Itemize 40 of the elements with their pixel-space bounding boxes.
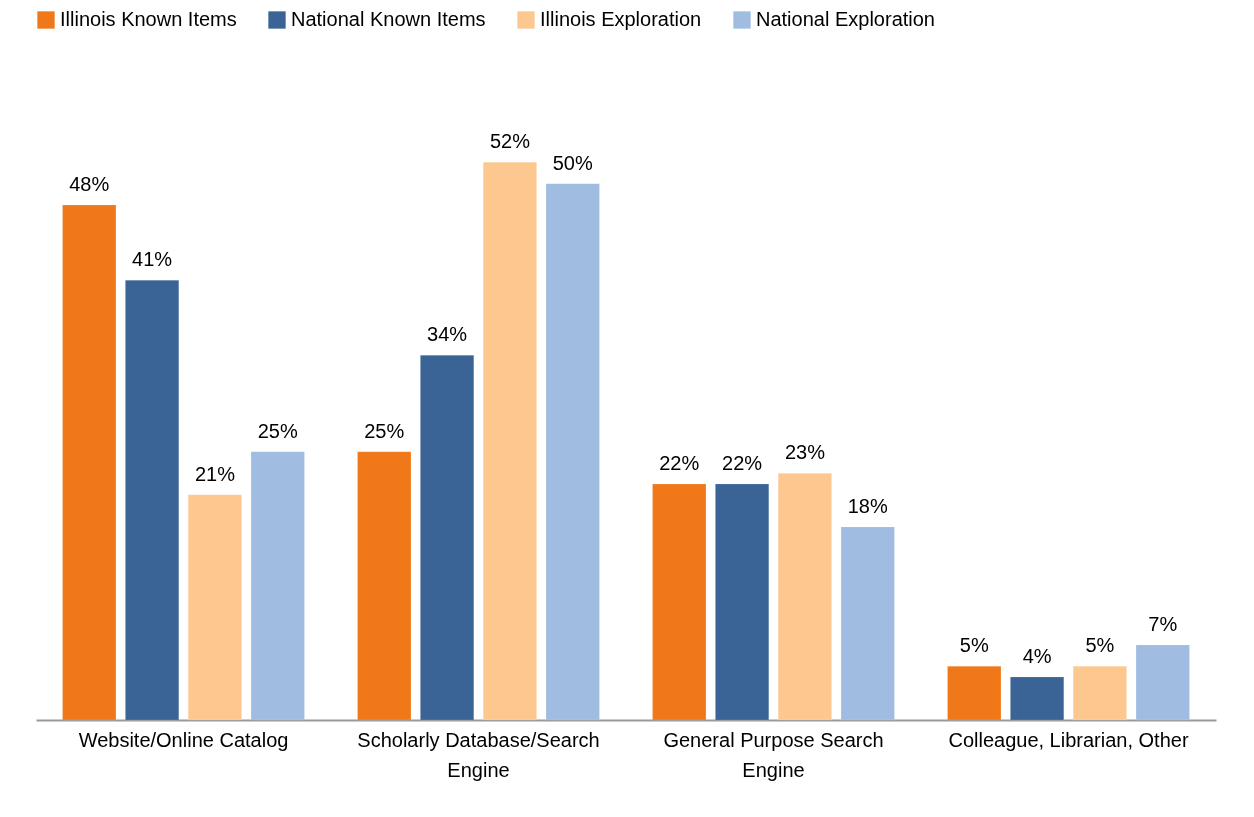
data-label: 5% bbox=[1085, 634, 1115, 657]
bar bbox=[714, 483, 770, 721]
bar bbox=[947, 665, 1002, 721]
legend-label: National Known Items bbox=[291, 8, 486, 30]
legend-label: Illinois Exploration bbox=[540, 8, 702, 30]
bar bbox=[1009, 676, 1065, 721]
data-label: 50% bbox=[552, 151, 593, 174]
data-label: 5% bbox=[959, 634, 989, 657]
bar bbox=[482, 161, 538, 721]
bar bbox=[777, 472, 833, 721]
x-tick-label: General Purpose Search Engine bbox=[663, 728, 884, 781]
bar bbox=[545, 183, 600, 721]
bar bbox=[250, 451, 305, 721]
data-label: 34% bbox=[427, 323, 468, 346]
bar bbox=[1072, 665, 1128, 721]
data-label: 23% bbox=[784, 441, 826, 464]
data-label: 7% bbox=[1148, 612, 1178, 635]
data-label: 25% bbox=[257, 419, 298, 442]
bar bbox=[187, 494, 243, 721]
data-label: 48% bbox=[69, 173, 110, 196]
bar bbox=[62, 204, 117, 721]
x-tick-label: Website/Online Catalog bbox=[78, 728, 289, 751]
bar bbox=[652, 483, 707, 721]
data-label: 41% bbox=[132, 248, 173, 271]
legend-label: Illinois Known Items bbox=[60, 8, 237, 30]
bar bbox=[357, 451, 412, 721]
data-label: 21% bbox=[194, 462, 236, 485]
bar bbox=[840, 526, 895, 721]
bar bbox=[124, 279, 180, 721]
x-tick-label: Colleague, Librarian, Other bbox=[948, 728, 1189, 751]
data-label: 52% bbox=[489, 130, 531, 153]
legend-label: National Exploration bbox=[756, 8, 935, 30]
data-label: 22% bbox=[659, 452, 700, 474]
data-label: 25% bbox=[364, 419, 405, 442]
data-label: 22% bbox=[722, 452, 763, 474]
bar bbox=[419, 354, 475, 721]
data-label: 18% bbox=[847, 494, 888, 517]
x-tick-label: Scholarly Database/Search Engine bbox=[357, 728, 600, 781]
data-label: 4% bbox=[1022, 645, 1052, 668]
bar bbox=[1135, 644, 1190, 721]
